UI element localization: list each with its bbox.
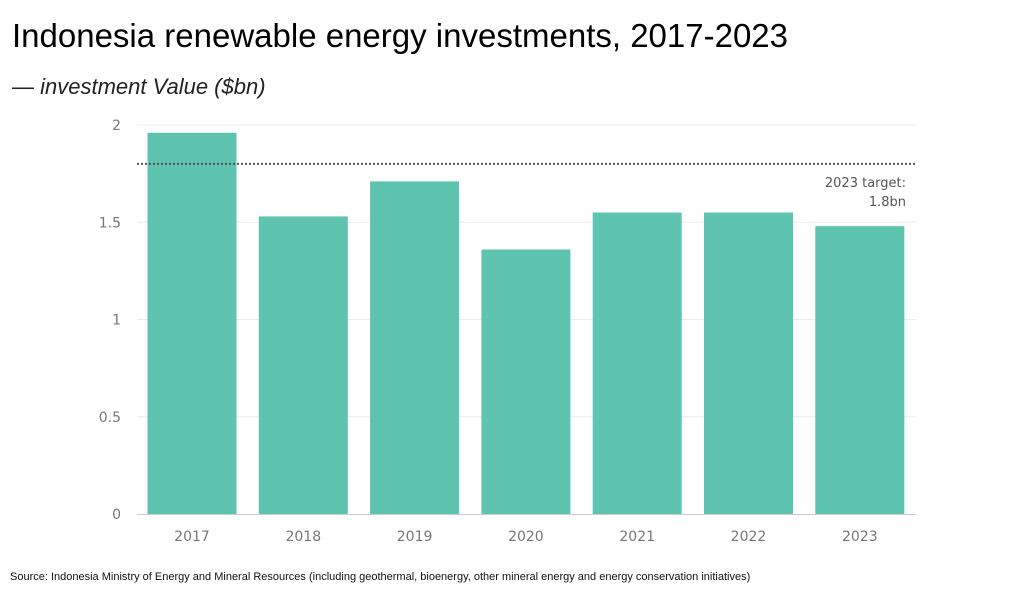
subtitle-dash: — [12, 74, 34, 99]
y-tick-label: 1 [112, 313, 121, 329]
target-label-line1: 2023 target: [825, 176, 906, 191]
target-marker: 2023 target: 1.8bn [137, 162, 916, 210]
subtitle-text: investment Value ($bn) [40, 74, 266, 99]
axes: 0 0.5 1 1.5 2 2017 2018 2019 2020 2021 2022 2023 [99, 118, 916, 545]
chart-title: Indonesia renewable energy investments, … [12, 17, 789, 54]
y-tick-label: 0.5 [99, 410, 121, 426]
bar-2023 [815, 226, 905, 514]
chart-subtitle: — investment Value ($bn) [12, 72, 266, 102]
x-tick-label: 2017 [174, 529, 210, 545]
x-tick-label: 2021 [619, 529, 655, 545]
bar-2021 [592, 212, 682, 514]
bar-2020 [481, 249, 571, 515]
y-tick-label: 2 [112, 118, 121, 134]
bar-2018 [258, 216, 348, 515]
x-tick-label: 2020 [508, 529, 544, 545]
bars [147, 132, 905, 515]
x-tick-label: 2019 [397, 529, 433, 545]
x-tick-label: 2023 [842, 529, 878, 545]
y-tick-label: 0 [112, 507, 121, 523]
bar-2019 [370, 181, 460, 514]
target-label-line2: 1.8bn [869, 195, 906, 210]
bar-2022 [704, 212, 793, 514]
y-tick-label: 1.5 [99, 215, 121, 231]
x-tick-label: 2022 [731, 529, 767, 545]
x-tick-label: 2018 [285, 529, 321, 545]
bar-2017 [147, 132, 237, 514]
source-note: Source: Indonesia Ministry of Energy and… [10, 571, 751, 583]
